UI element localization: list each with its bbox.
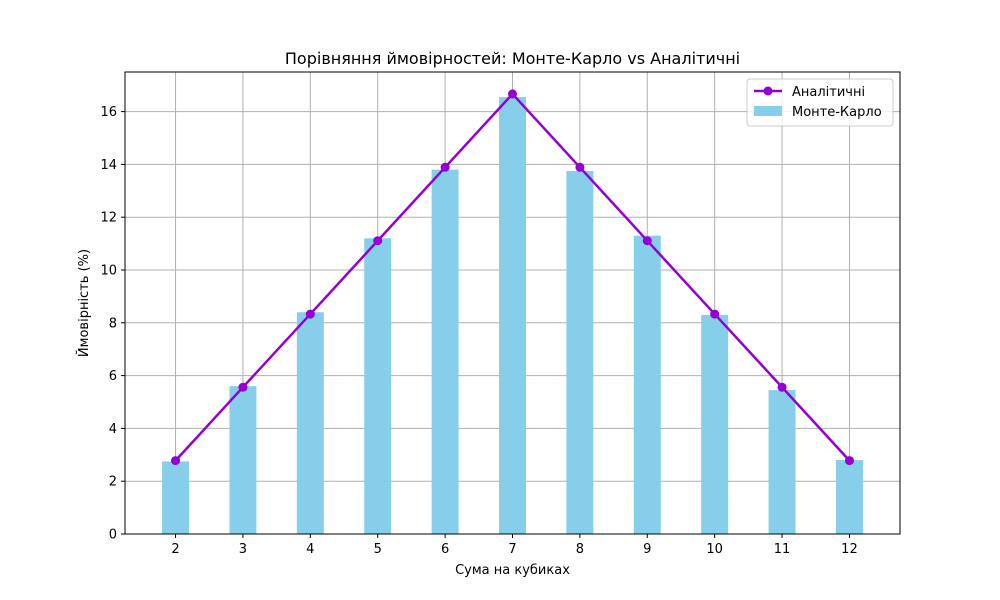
- legend-bar-swatch: [754, 106, 782, 116]
- y-tick-label: 16: [100, 105, 117, 120]
- bar-montecarlo: [566, 171, 594, 534]
- x-tick-label: 10: [706, 542, 723, 557]
- x-tick-label: 9: [643, 542, 651, 557]
- x-tick-label: 12: [841, 542, 858, 557]
- point-analytic: [440, 162, 450, 172]
- x-tick-label: 3: [239, 542, 247, 557]
- x-tick-label: 2: [171, 542, 179, 557]
- y-tick-label: 0: [109, 528, 117, 543]
- bar-montecarlo: [835, 460, 863, 534]
- point-analytic: [642, 236, 652, 246]
- y-axis-label: Ймовірність (%): [76, 249, 92, 357]
- x-tick-label: 5: [374, 542, 382, 557]
- bar-montecarlo: [499, 97, 526, 534]
- point-analytic: [373, 236, 383, 246]
- legend-marker-swatch: [763, 86, 773, 96]
- x-tick-label: 8: [576, 542, 584, 557]
- bar-montecarlo: [701, 314, 729, 534]
- point-analytic: [777, 382, 787, 392]
- y-tick-label: 10: [100, 264, 117, 279]
- chart-title: Порівняння ймовірностей: Монте-Карло vs …: [285, 49, 740, 68]
- y-tick-label: 8: [109, 316, 117, 331]
- bar-montecarlo: [431, 169, 459, 534]
- y-tick-label: 6: [109, 369, 117, 384]
- line-layer: [171, 89, 854, 466]
- y-tick-label: 12: [100, 211, 117, 226]
- legend-label-analytic: Аналітичні: [792, 85, 865, 100]
- point-analytic: [238, 382, 248, 392]
- y-tick-label: 2: [109, 475, 117, 490]
- bar-montecarlo: [229, 386, 257, 534]
- point-analytic: [575, 162, 585, 172]
- y-tick-label: 4: [109, 422, 117, 437]
- legend-box: [746, 78, 894, 127]
- bar-montecarlo: [768, 390, 796, 534]
- bar-montecarlo: [364, 238, 392, 534]
- legend: Аналітичні Монте-Карло: [746, 78, 894, 127]
- point-analytic: [844, 456, 854, 466]
- x-tick-label: 6: [441, 542, 449, 557]
- point-analytic: [171, 456, 181, 466]
- x-tick-label: 11: [774, 542, 791, 557]
- x-tick-label: 7: [508, 542, 516, 557]
- bar-montecarlo: [633, 235, 661, 534]
- bars-layer: [162, 97, 863, 534]
- point-analytic: [710, 309, 720, 319]
- y-tick-label: 14: [100, 158, 117, 173]
- bar-montecarlo: [296, 312, 324, 534]
- legend-label-montecarlo: Монте-Карло: [792, 105, 882, 120]
- x-tick-label: 4: [306, 542, 314, 557]
- point-analytic: [305, 309, 315, 319]
- ticks-layer: 2 3 4 5 6 7 8 9 10 11 12 0 2 4 6 8 10 12 14 16: [100, 105, 857, 557]
- x-axis-label: Сума на кубиках: [455, 563, 570, 578]
- point-analytic: [508, 89, 517, 99]
- bar-montecarlo: [162, 461, 190, 534]
